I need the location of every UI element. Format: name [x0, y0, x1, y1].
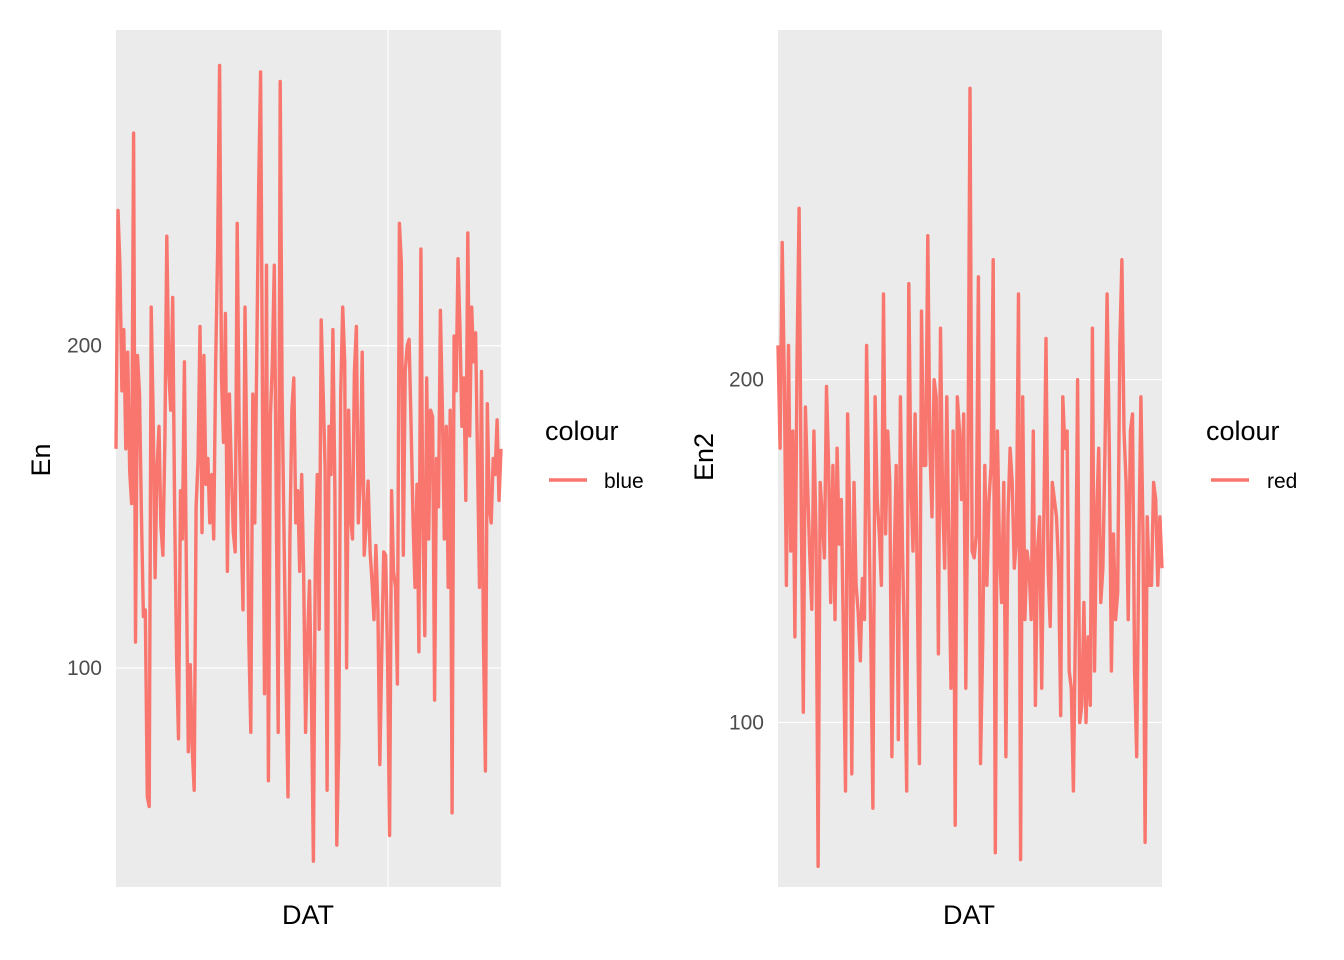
- legend-title: colour: [545, 416, 619, 446]
- y-tick-labels: 100 200: [67, 335, 102, 680]
- legend-label: red: [1267, 470, 1297, 493]
- series-line-red: [776, 86, 1164, 869]
- y-tick-label: 100: [729, 711, 764, 734]
- y-tick-label: 200: [67, 335, 102, 358]
- y-tick-labels: 100 200: [729, 369, 764, 735]
- legend-title: colour: [1206, 416, 1280, 446]
- y-tick-label: 100: [67, 657, 102, 680]
- chart-panel-right: 100 200 DAT En2 colour red: [689, 30, 1297, 930]
- chart-panel-left: 100 200 DAT En colour blue: [26, 30, 644, 930]
- y-axis-title: En2: [689, 433, 719, 481]
- x-axis-title: DAT: [943, 900, 995, 930]
- legend: colour red: [1206, 416, 1297, 493]
- series-line-blue: [114, 63, 503, 863]
- y-axis-title: En: [26, 443, 56, 476]
- legend-label: blue: [604, 470, 644, 493]
- x-axis-title: DAT: [282, 900, 334, 930]
- y-tick-label: 200: [729, 369, 764, 392]
- legend: colour blue: [545, 416, 644, 493]
